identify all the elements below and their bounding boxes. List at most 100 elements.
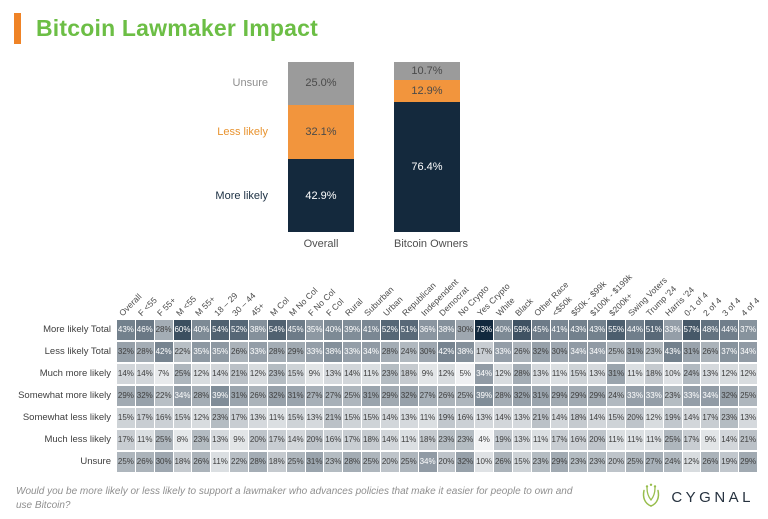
heatmap-cell: 32% xyxy=(399,386,418,406)
heatmap-cell: 25% xyxy=(154,430,173,450)
heatmap-cell: 14% xyxy=(286,430,305,450)
bar-segment-more-likely: 42.9% xyxy=(288,159,354,232)
heatmap-cell: 26% xyxy=(494,452,512,472)
heatmap-row-label: More likely Total xyxy=(43,324,111,335)
bar-segment-less-likely: 12.9% xyxy=(394,80,460,103)
heatmap-cell: 18% xyxy=(399,364,418,384)
title-block: Bitcoin Lawmaker Impact xyxy=(14,13,318,44)
bar-segment-less-likely: 32.1% xyxy=(288,104,354,160)
heatmap-cell: 31% xyxy=(531,386,550,406)
heatmap-cell: 23% xyxy=(324,452,343,472)
heatmap-cell: 31% xyxy=(607,364,626,384)
heatmap-cell: 5% xyxy=(456,364,475,384)
heatmap-cell: 38% xyxy=(248,320,267,340)
heatmap-cell: 28% xyxy=(192,386,211,406)
bar-segment-unsure: 25.0% xyxy=(288,62,354,105)
heatmap-cell: 29% xyxy=(739,452,757,472)
heatmap-cell: 14% xyxy=(380,430,399,450)
heatmap-cell: 26% xyxy=(192,452,211,472)
heatmap-cell: 25% xyxy=(626,452,644,472)
heatmap-cell: 21% xyxy=(739,430,757,450)
heatmap-cell: 30% xyxy=(418,342,437,362)
heatmap-cell: 23% xyxy=(663,386,682,406)
heatmap-cell: 13% xyxy=(512,430,531,450)
heatmap-cell: 28% xyxy=(248,452,267,472)
heatmap-cell: 33% xyxy=(494,342,512,362)
legend-label-less-likely: Less likely xyxy=(217,125,268,138)
bar-segment-unsure: 10.7% xyxy=(394,62,460,81)
heatmap-cell: 13% xyxy=(324,364,343,384)
heatmap-cell: 13% xyxy=(305,408,324,428)
heatmap-cell: 20% xyxy=(305,430,324,450)
heatmap-cell: 27% xyxy=(644,452,663,472)
heatmap-cell: 73% xyxy=(475,320,494,340)
heatmap-cell: 45% xyxy=(531,320,550,340)
heatmap-cell: 26% xyxy=(512,342,531,362)
heatmap-cell: 35% xyxy=(305,320,324,340)
heatmap-cell: 17% xyxy=(117,430,135,450)
heatmap-cell: 23% xyxy=(569,452,588,472)
heatmap-cell: 13% xyxy=(399,408,418,428)
heatmap-cell: 33% xyxy=(644,386,663,406)
heatmap-row-label: Less likely Total xyxy=(44,346,111,357)
heatmap-cell: 12% xyxy=(437,364,456,384)
heatmap-cell: 9% xyxy=(418,364,437,384)
heatmap-cell: 29% xyxy=(569,386,588,406)
heatmap-row-label: Much less likely xyxy=(44,434,111,445)
heatmap-cell: 48% xyxy=(701,320,720,340)
heatmap-cell: 32% xyxy=(117,342,135,362)
heatmap-cell: 55% xyxy=(607,320,626,340)
heatmap-cell: 20% xyxy=(607,452,626,472)
heatmap-cell: 25% xyxy=(607,342,626,362)
heatmap-cell: 13% xyxy=(588,364,607,384)
heatmap-cell: 35% xyxy=(211,342,230,362)
heatmap-cell: 31% xyxy=(682,342,701,362)
heatmap-cell: 38% xyxy=(437,320,456,340)
heatmap-cell: 28% xyxy=(380,342,399,362)
heatmap-cell: 11% xyxy=(644,430,663,450)
heatmap-cell: 24% xyxy=(682,364,701,384)
heatmap-cell: 29% xyxy=(550,386,569,406)
heatmap-cell: 23% xyxy=(192,430,211,450)
heatmap-cell: 32% xyxy=(267,386,286,406)
heatmap-cell: 34% xyxy=(701,386,720,406)
heatmap-row-label: Somewhat less likely xyxy=(22,412,111,423)
heatmap-column-header: 3 of 4 xyxy=(719,295,743,318)
heatmap-cell: 11% xyxy=(418,408,437,428)
heatmap-cell: 24% xyxy=(399,342,418,362)
heatmap-cell: 14% xyxy=(380,408,399,428)
heatmap-cell: 14% xyxy=(720,430,739,450)
heatmap-cell: 21% xyxy=(324,408,343,428)
heatmap-row: Less likely Total 32% 28% 42% 22% 35% 35% 26% 33… xyxy=(0,342,768,362)
heatmap-cell: 41% xyxy=(550,320,569,340)
heatmap-cell: 11% xyxy=(626,430,644,450)
heatmap-cell: 26% xyxy=(701,342,720,362)
heatmap-column-header: Black xyxy=(512,295,535,318)
heatmap-cell: 13% xyxy=(512,408,531,428)
heatmap-cell: 37% xyxy=(739,320,757,340)
heatmap-cell: 29% xyxy=(286,342,305,362)
heatmap-cell: 51% xyxy=(644,320,663,340)
heatmap-cell: 28% xyxy=(135,342,154,362)
heatmap-cell: 25% xyxy=(663,430,682,450)
heatmap-cell: 11% xyxy=(550,364,569,384)
heatmap-cell: 13% xyxy=(531,364,550,384)
heatmap-cell: 12% xyxy=(644,408,663,428)
heatmap-cell: 20% xyxy=(380,452,399,472)
heatmap-cell: 16% xyxy=(569,430,588,450)
heatmap-cell: 34% xyxy=(173,386,192,406)
heatmap-cell: 25% xyxy=(399,452,418,472)
heatmap-cell: 11% xyxy=(267,408,286,428)
heatmap-cell: 13% xyxy=(739,408,757,428)
heatmap-cell: 28% xyxy=(154,320,173,340)
heatmap-cell: 20% xyxy=(248,430,267,450)
heatmap-cell: 12% xyxy=(494,364,512,384)
heatmap-cell: 20% xyxy=(626,408,644,428)
heatmap-cell: 17% xyxy=(267,430,286,450)
heatmap-cell: 28% xyxy=(512,364,531,384)
heatmap-cell: 31% xyxy=(286,386,305,406)
heatmap-cell: 42% xyxy=(437,342,456,362)
page-title: Bitcoin Lawmaker Impact xyxy=(36,15,318,41)
heatmap-cell: 25% xyxy=(117,452,135,472)
bar-gap xyxy=(354,62,394,232)
